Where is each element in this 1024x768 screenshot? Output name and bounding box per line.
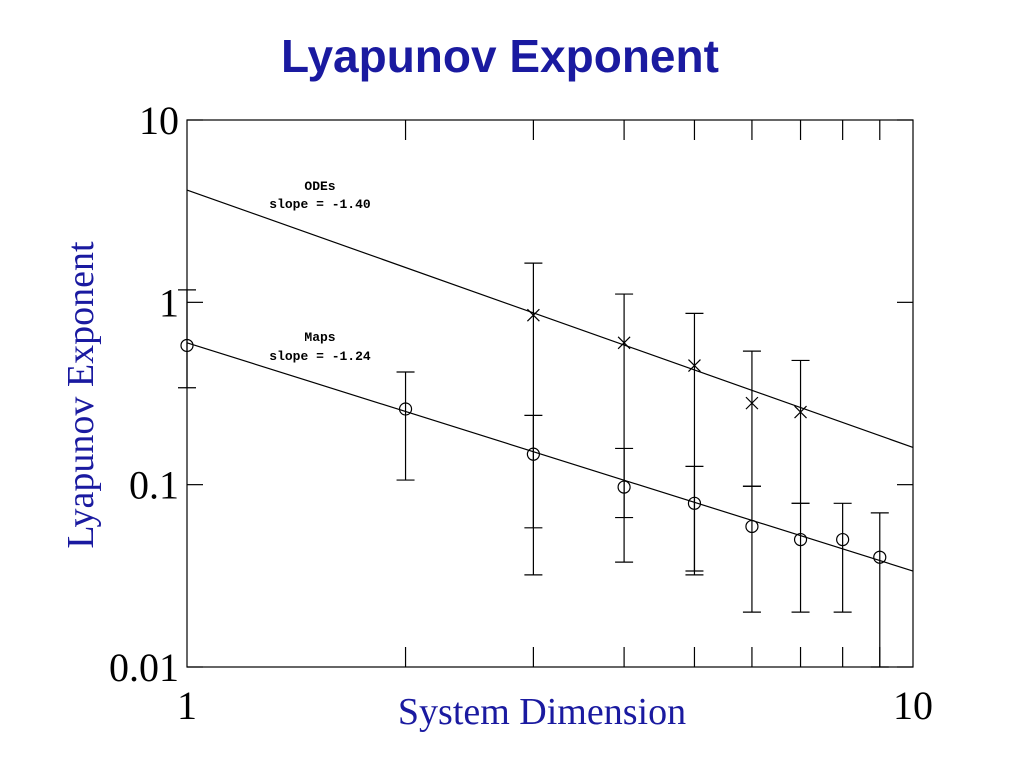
x-axis-label: System Dimension bbox=[398, 691, 686, 733]
point bbox=[526, 447, 540, 461]
point bbox=[526, 308, 540, 322]
slope-annotation: slope = -1.24 bbox=[269, 349, 371, 364]
series-name: ODEs bbox=[304, 179, 335, 194]
point bbox=[745, 519, 759, 534]
error-bar bbox=[615, 447, 634, 563]
point bbox=[688, 359, 701, 372]
error-bar bbox=[742, 485, 761, 613]
point bbox=[873, 550, 887, 564]
point bbox=[617, 336, 631, 350]
fit-line bbox=[186, 189, 914, 449]
y-axis-label: Lyapunov Exponent bbox=[60, 241, 102, 549]
error-bar bbox=[396, 371, 415, 481]
error-bar bbox=[791, 502, 810, 613]
point bbox=[180, 338, 194, 353]
error-bar bbox=[791, 359, 810, 504]
y-tick-label: 0.1 bbox=[129, 463, 179, 508]
y-tick-label: 10 bbox=[139, 98, 179, 143]
x-tick-label: 1 bbox=[177, 683, 197, 728]
y-tick-label: 0.01 bbox=[109, 645, 179, 690]
error-bar bbox=[685, 465, 704, 572]
point bbox=[617, 480, 631, 494]
point bbox=[745, 396, 759, 410]
plot-frame bbox=[186, 119, 914, 668]
error-bar bbox=[742, 350, 761, 487]
slope-annotation: slope = -1.40 bbox=[269, 197, 371, 212]
fit-line bbox=[186, 342, 914, 572]
x-tick-label: 10 bbox=[893, 683, 933, 728]
point bbox=[793, 532, 808, 547]
error-bar bbox=[524, 414, 543, 576]
chart-title: Lyapunov Exponent bbox=[281, 30, 719, 82]
error-bar bbox=[178, 289, 196, 389]
point bbox=[794, 405, 807, 419]
point bbox=[398, 402, 413, 416]
error-bar bbox=[870, 512, 889, 668]
series-name: Maps bbox=[304, 330, 335, 345]
point bbox=[687, 496, 702, 510]
y-tick-label: 1 bbox=[159, 280, 179, 325]
point bbox=[836, 532, 850, 547]
error-bar bbox=[833, 502, 852, 613]
